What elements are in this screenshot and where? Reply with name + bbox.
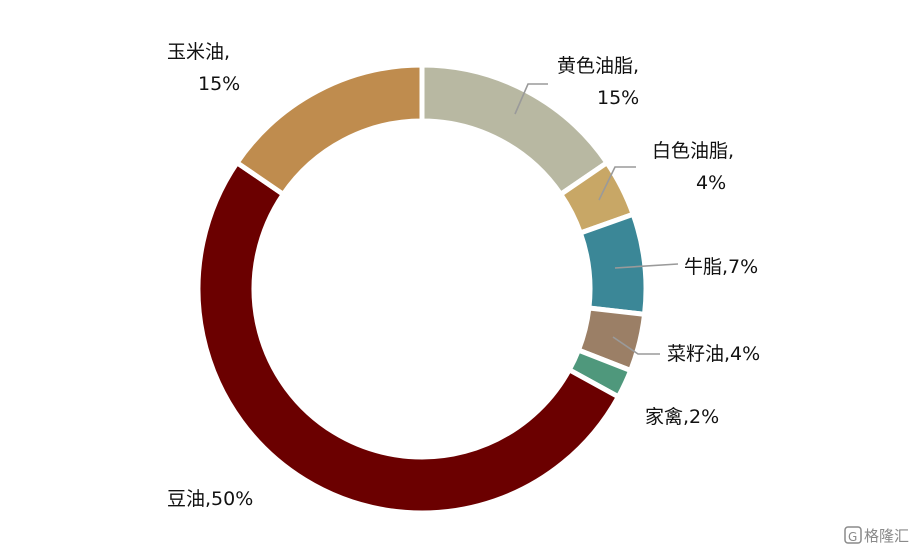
watermark-logo-icon xyxy=(844,526,862,544)
slice-label-poultry: 家禽,2% xyxy=(645,406,719,428)
donut-slice-6 xyxy=(233,62,425,198)
leader-line-tallow xyxy=(614,263,679,269)
slice-label-yellow-grease-name: 黄色油脂, xyxy=(557,55,639,77)
slice-label-soybean-oil: 豆油,50% xyxy=(167,488,253,510)
slice-label-white-grease-pct: 4% xyxy=(696,172,726,194)
watermark-logo-glyph: G xyxy=(848,530,857,544)
watermark: G 格隆汇 xyxy=(844,526,909,545)
slice-label-yellow-grease-pct: 15% xyxy=(597,87,639,109)
slice-label-tallow: 牛脂,7% xyxy=(684,256,758,278)
donut-slice-0 xyxy=(419,62,611,198)
leader-line-rapeseed xyxy=(612,336,660,355)
watermark-text: 格隆汇 xyxy=(864,527,909,545)
donut-slice-2 xyxy=(577,211,649,318)
donut-slice-5 xyxy=(195,159,622,516)
leader-line-white-grease xyxy=(598,166,636,201)
slice-label-rapeseed: 菜籽油,4% xyxy=(667,343,760,365)
slice-label-corn-oil-name: 玉米油, xyxy=(167,41,230,63)
slice-label-white-grease-name: 白色油脂, xyxy=(652,140,734,162)
leader-line-yellow-grease xyxy=(514,83,548,115)
donut-slices xyxy=(195,62,649,516)
slice-label-corn-oil-pct: 15% xyxy=(198,73,240,95)
